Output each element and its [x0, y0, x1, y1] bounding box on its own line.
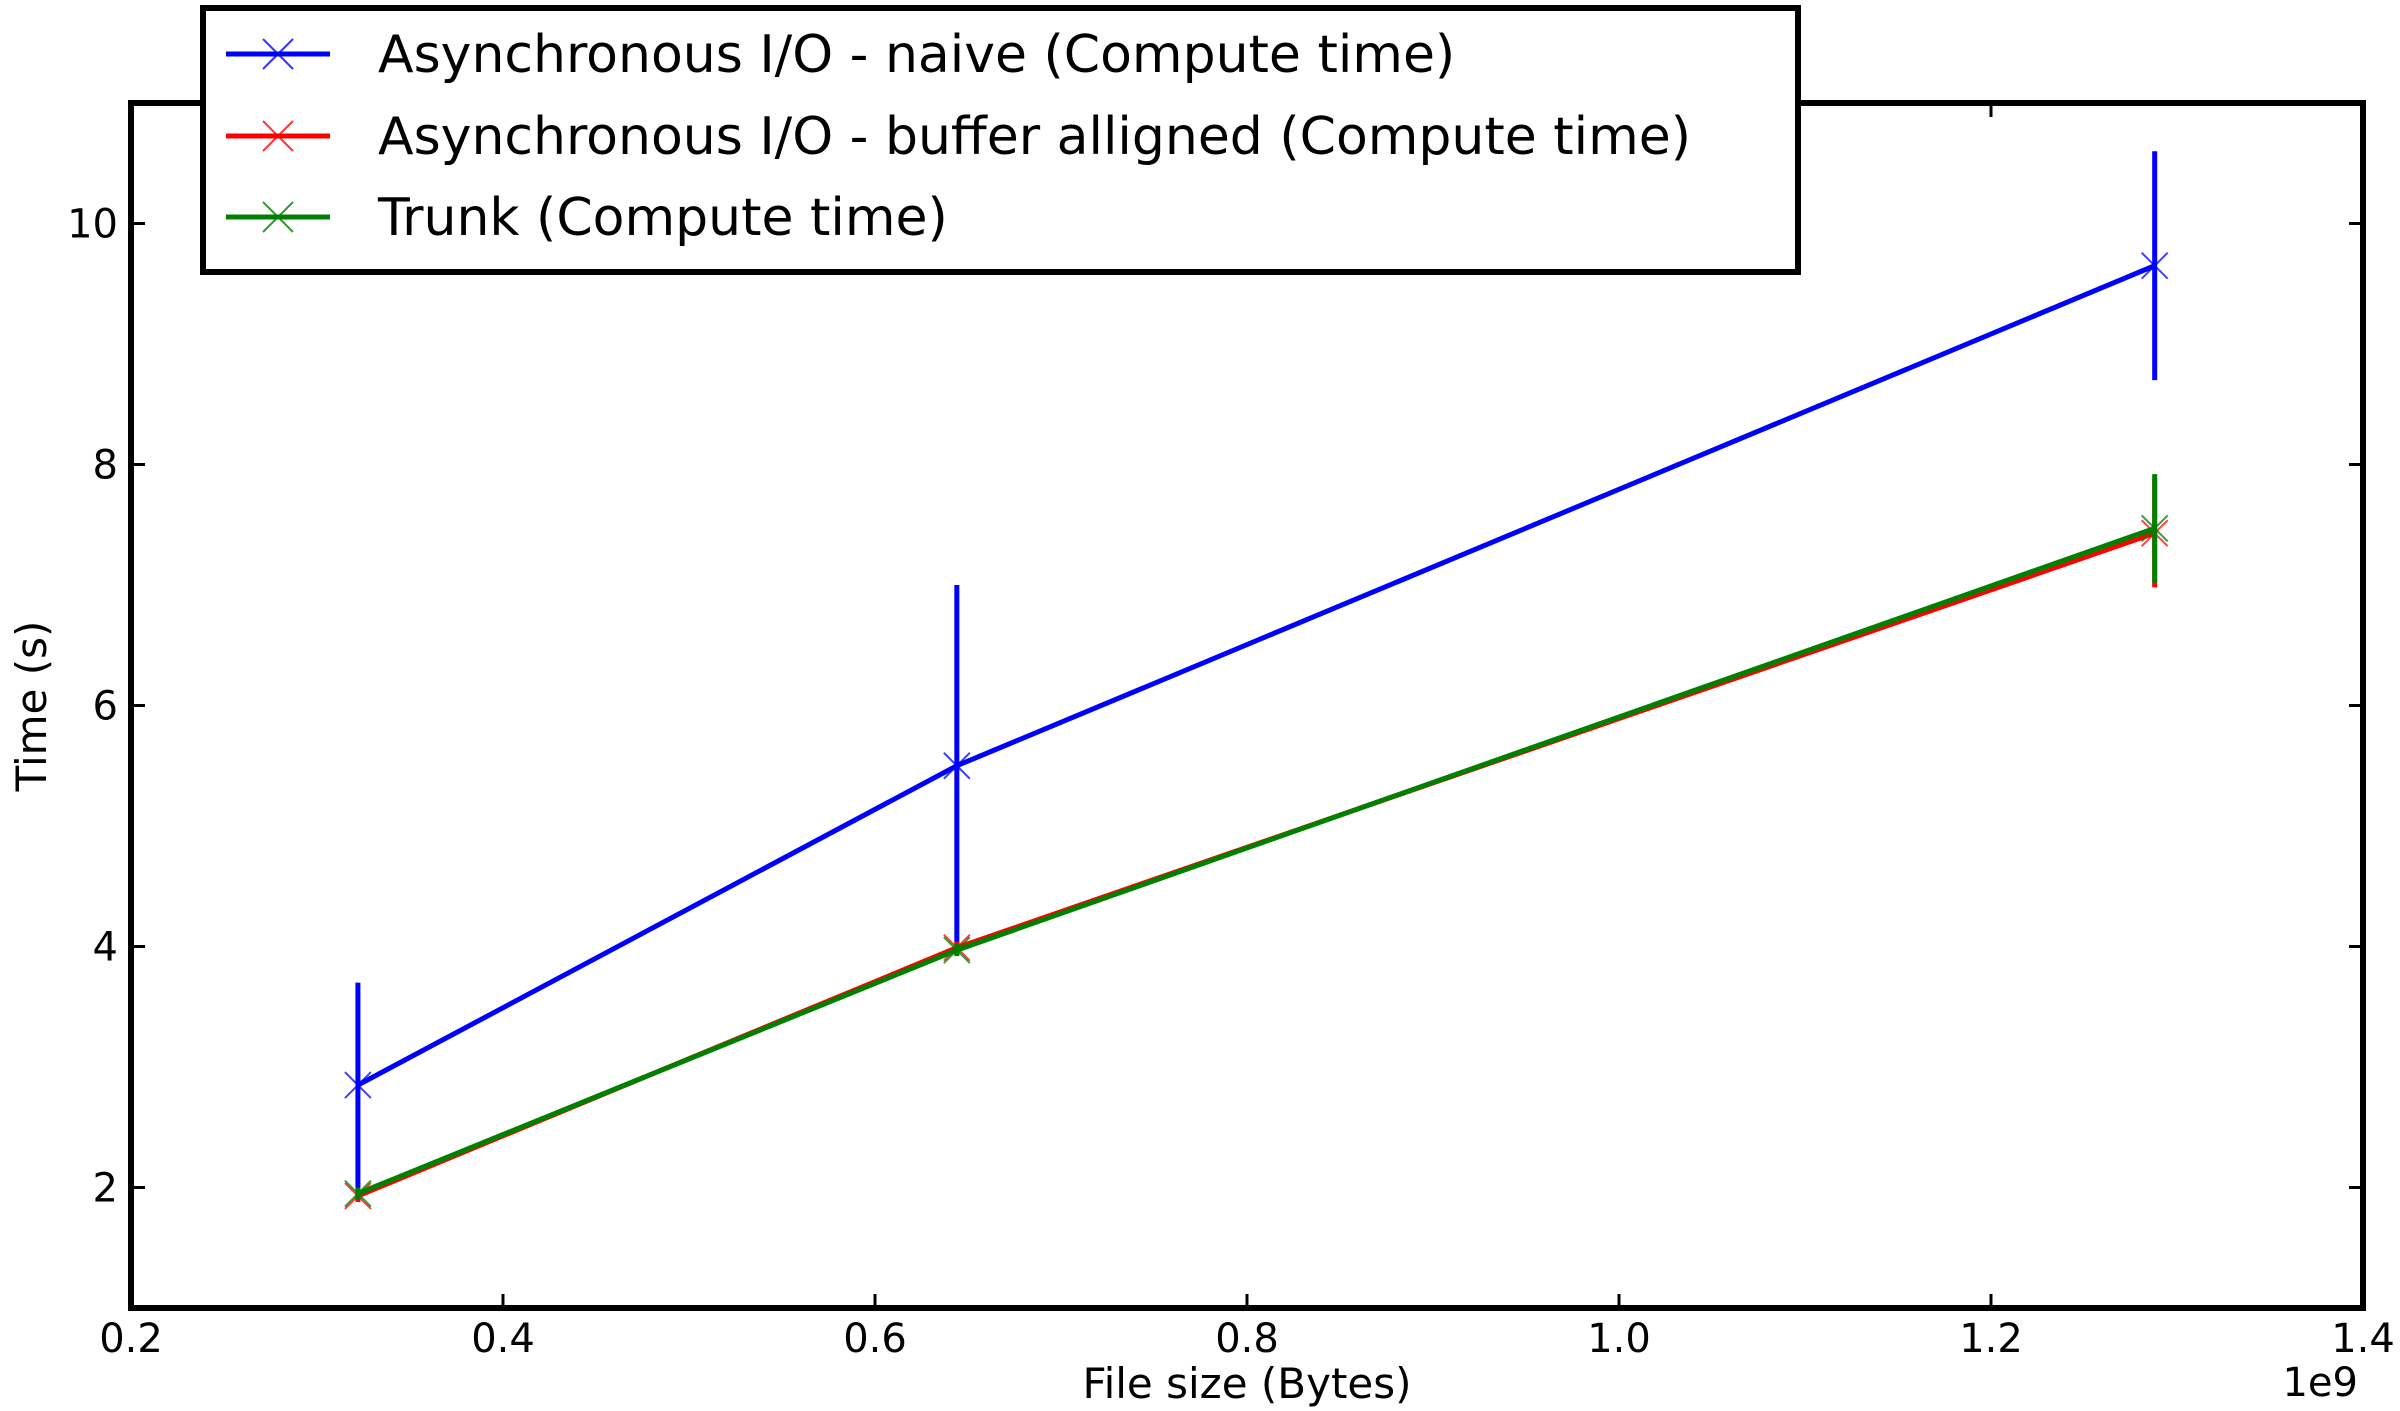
series-line-1 — [356, 530, 2156, 1199]
y-tick-label-1: 4 — [93, 925, 118, 971]
axes-layer — [128, 100, 2366, 1311]
data-point-0-0 — [344, 1071, 372, 1099]
ticks-layer: 0.2 0.4 0.6 0.8 1.0 1.2 1.4 2 4 6 8 10 — [67, 103, 2395, 1362]
y-tick-label-3: 8 — [93, 443, 118, 489]
legend-swatch-marker-0 — [262, 38, 294, 70]
y-tick-label-2: 6 — [93, 684, 118, 730]
x-tick-label-5: 1.2 — [1959, 1316, 2023, 1362]
legend: Asynchronous I/O - naive (Compute time) A… — [200, 5, 1801, 275]
legend-label-1: Asynchronous I/O - buffer alligned (Comp… — [378, 107, 1691, 167]
legend-frame — [200, 5, 1801, 275]
series-line-0 — [356, 263, 2156, 1088]
data-point-2-2 — [2140, 514, 2169, 543]
y-tick-label-0: 2 — [93, 1166, 118, 1212]
x-axis-label: File size (Bytes) — [1082, 1359, 1411, 1408]
x-tick-label-2: 0.6 — [843, 1316, 907, 1362]
data-point-2-1 — [943, 936, 971, 964]
x-tick-label-1: 0.4 — [471, 1316, 535, 1362]
legend-swatch-marker-2 — [262, 201, 294, 233]
plot-layer — [344, 151, 2169, 1210]
legend-swatch-marker-1 — [262, 120, 294, 152]
x-offset-label: 1e9 — [2282, 1360, 2358, 1406]
y-axis-label: Time (s) — [7, 621, 56, 793]
y-tick-label-4: 10 — [67, 202, 118, 248]
x-tick-label-6: 1.4 — [2331, 1316, 2395, 1362]
data-point-2-0 — [344, 1179, 372, 1208]
x-tick-label-3: 0.8 — [1215, 1316, 1279, 1362]
x-tick-label-4: 1.0 — [1587, 1316, 1651, 1362]
data-point-0-1 — [943, 752, 971, 780]
legend-label-2: Trunk (Compute time) — [377, 188, 948, 248]
plot-frame — [128, 100, 2366, 1311]
legend-label-0: Asynchronous I/O - naive (Compute time) — [378, 25, 1455, 85]
x-tick-label-0: 0.2 — [99, 1316, 163, 1362]
data-point-0-2 — [2140, 251, 2169, 280]
